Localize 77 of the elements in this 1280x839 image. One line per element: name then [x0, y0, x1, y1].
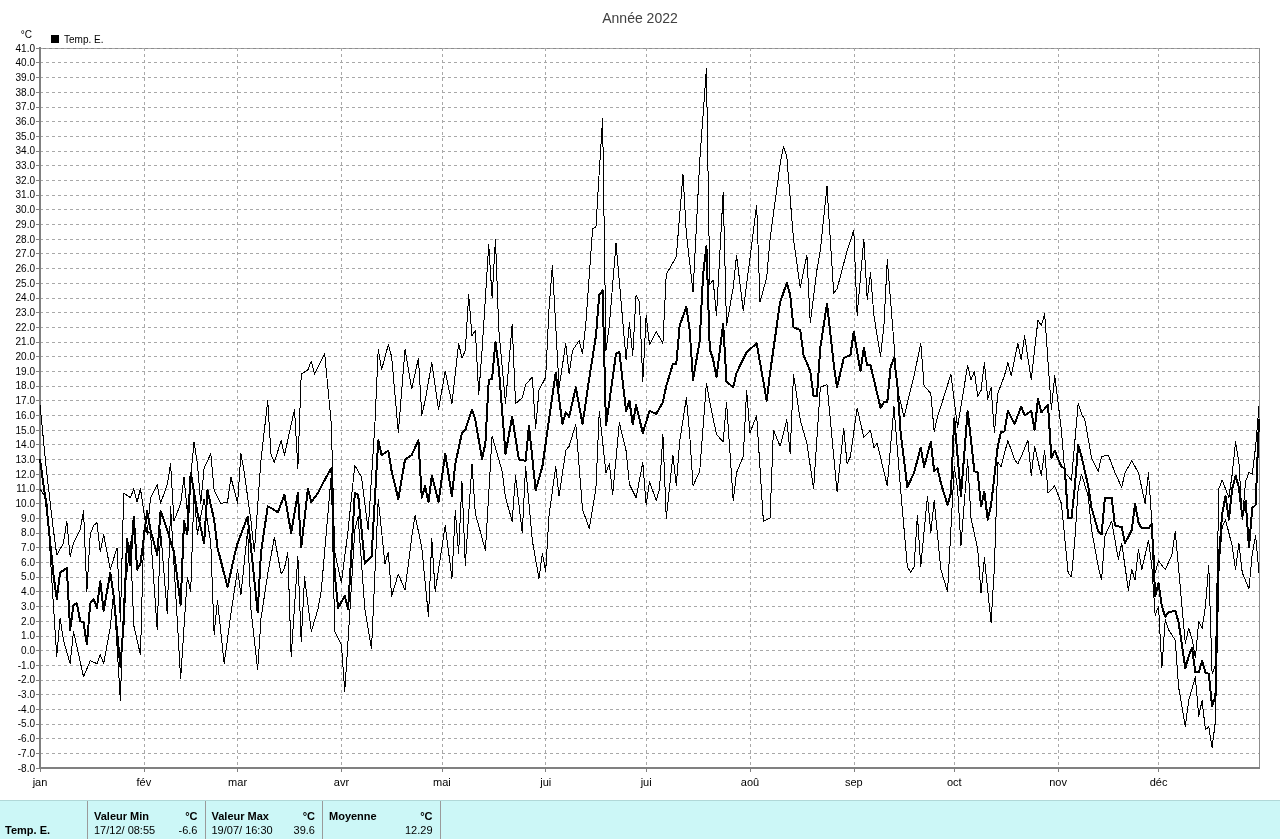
- y-tick-label: 24.0: [15, 292, 36, 304]
- y-tick-label: 17.0: [15, 395, 36, 407]
- y-tick-label: 23.0: [15, 306, 36, 318]
- y-tick-label: 2.0: [21, 615, 36, 627]
- y-tick-label: 37.0: [15, 101, 36, 113]
- y-tick-label: -2.0: [17, 674, 36, 686]
- y-tick-label: -8.0: [17, 762, 36, 774]
- x-tick-label: mai: [433, 775, 451, 788]
- y-tick-label: 13.0: [15, 453, 36, 465]
- y-tick-label: -5.0: [17, 718, 36, 730]
- y-tick-label: 3.0: [21, 600, 36, 612]
- chart-title: Année 2022: [602, 10, 678, 26]
- y-tick-label: 39.0: [15, 71, 36, 83]
- y-tick-label: 8.0: [21, 527, 36, 539]
- y-tick-label: -3.0: [17, 689, 36, 701]
- y-tick-label: 25.0: [15, 277, 36, 289]
- x-tick-label: aoû: [740, 775, 760, 788]
- y-tick-label: 33.0: [15, 160, 36, 172]
- x-tick-label: jan: [31, 775, 48, 788]
- y-tick-label: 7.0: [21, 542, 36, 554]
- legend-label: Temp. E.: [64, 33, 104, 45]
- x-tick-label: avr: [333, 775, 350, 788]
- y-tick-label: 27.0: [15, 248, 36, 260]
- y-tick-label: 35.0: [15, 130, 36, 142]
- text: 39.6: [293, 824, 315, 837]
- text: 17/12/ 08:55: [94, 824, 156, 837]
- y-tick-label: 5.0: [21, 571, 36, 583]
- y-axis-title: °C: [20, 28, 32, 40]
- text: 19/07/ 16:30: [211, 824, 273, 837]
- y-tick-label: 38.0: [15, 86, 36, 98]
- y-tick-label: -1.0: [17, 659, 36, 671]
- text: °C: [302, 810, 315, 823]
- x-tick-label: mar: [228, 775, 248, 788]
- y-tick-label: 20.0: [15, 351, 36, 363]
- y-tick-label: 41.0: [15, 42, 36, 54]
- x-tick-label: sep: [844, 775, 863, 788]
- text: Temp. E.: [5, 824, 51, 837]
- y-tick-label: 15.0: [15, 424, 36, 436]
- y-tick-label: 28.0: [15, 233, 36, 245]
- text: Valeur Min: [94, 810, 150, 823]
- text: -6.6: [178, 824, 198, 837]
- y-tick-label: 21.0: [15, 336, 36, 348]
- x-tick-label: jui: [539, 775, 552, 788]
- y-tick-label: 6.0: [21, 556, 36, 568]
- y-tick-label: 34.0: [15, 145, 36, 157]
- y-tick-label: 9.0: [21, 512, 36, 524]
- y-tick-label: 19.0: [15, 365, 36, 377]
- y-tick-label: -6.0: [17, 733, 36, 745]
- x-tick-label: fév: [136, 775, 152, 788]
- x-tick-label: oct: [946, 775, 962, 788]
- y-tick-label: 0.0: [21, 644, 36, 656]
- x-tick-label: nov: [1049, 775, 1068, 788]
- y-tick-label: 29.0: [15, 218, 36, 230]
- text: Valeur Max: [211, 810, 269, 823]
- text: Moyenne: [329, 810, 377, 823]
- y-tick-label: 1.0: [21, 630, 36, 642]
- text: 12.29: [404, 824, 433, 837]
- y-tick-label: 14.0: [15, 439, 36, 451]
- y-tick-label: 4.0: [21, 586, 36, 598]
- y-tick-label: 16.0: [15, 409, 36, 421]
- y-tick-label: 26.0: [15, 262, 36, 274]
- text: °C: [420, 810, 433, 823]
- x-tick-label: jui: [639, 775, 652, 788]
- y-tick-label: 40.0: [15, 57, 36, 69]
- y-tick-label: 30.0: [15, 204, 36, 216]
- y-tick-label: 31.0: [15, 189, 36, 201]
- y-tick-label: 10.0: [15, 498, 36, 510]
- y-tick-label: 12.0: [15, 468, 36, 480]
- y-tick-label: -4.0: [17, 703, 36, 715]
- y-tick-label: 32.0: [15, 174, 36, 186]
- y-tick-label: 22.0: [15, 321, 36, 333]
- y-tick-label: 18.0: [15, 380, 36, 392]
- y-tick-label: -7.0: [17, 747, 36, 759]
- x-tick-label: déc: [1149, 775, 1168, 788]
- y-tick-label: 36.0: [15, 115, 36, 127]
- y-tick-label: 11.0: [16, 483, 36, 495]
- text: °C: [185, 810, 198, 823]
